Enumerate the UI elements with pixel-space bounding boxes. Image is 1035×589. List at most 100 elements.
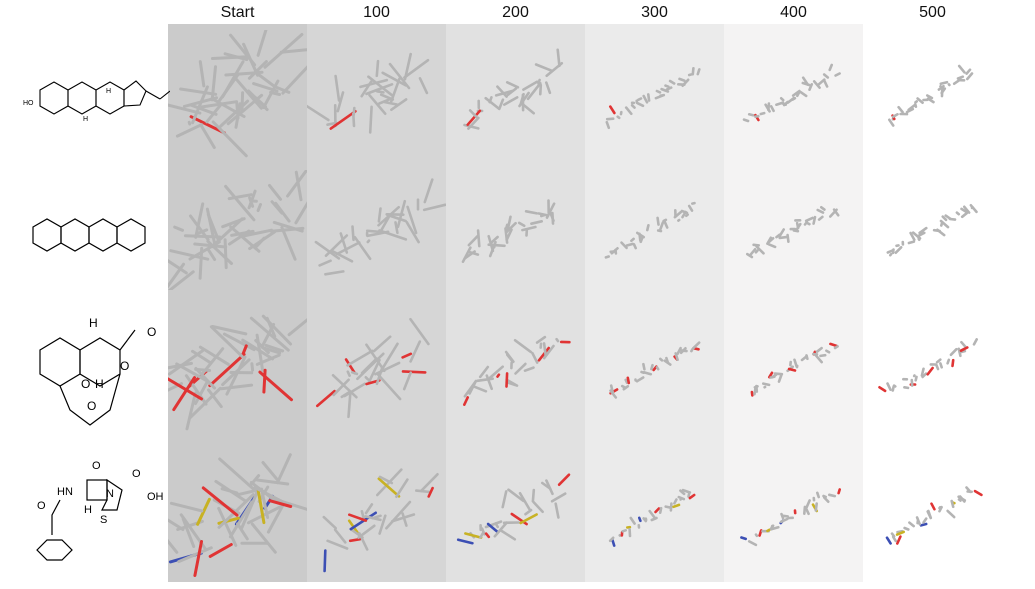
bond-stick <box>878 386 887 393</box>
bond-stick <box>674 352 679 362</box>
bond-stick <box>377 207 382 223</box>
atom-label-hn: HN <box>57 486 73 498</box>
bond-stick <box>464 532 483 539</box>
bond-stick <box>608 105 616 115</box>
bond-stick <box>957 498 962 502</box>
bond-stick <box>207 388 223 409</box>
bond-stick <box>611 538 616 547</box>
bond-stick <box>247 60 268 80</box>
bond-stick <box>168 361 193 370</box>
bond-stick <box>909 231 916 241</box>
bond-stick <box>935 363 940 371</box>
bond-stick <box>211 325 248 336</box>
bond-stick <box>907 240 916 245</box>
bond-stick <box>206 248 217 261</box>
bond-stick <box>250 362 255 372</box>
bond-stick <box>201 486 239 517</box>
bond-stick <box>677 218 681 222</box>
bond-stick <box>922 517 928 524</box>
bond-stick <box>217 493 255 529</box>
bond-stick <box>812 80 821 90</box>
bond-stick <box>427 486 434 498</box>
column-bg-300 <box>585 24 724 582</box>
bond-stick <box>815 346 823 354</box>
bond-stick <box>479 530 485 539</box>
bond-stick <box>965 68 972 75</box>
bond-stick <box>336 91 345 113</box>
bond-stick <box>939 219 950 229</box>
bond-stick <box>822 79 829 88</box>
bond-stick <box>604 255 611 259</box>
bond-stick <box>497 98 505 111</box>
bond-stick <box>517 221 526 228</box>
bond-stick <box>476 229 481 248</box>
bond-stick <box>555 337 560 343</box>
conformer-row3-col3 <box>462 335 571 406</box>
bond-stick <box>217 506 238 547</box>
bond-stick <box>193 242 228 249</box>
bond-stick <box>375 59 380 78</box>
bond-stick <box>908 521 916 528</box>
bond-stick <box>819 353 827 358</box>
bond-stick <box>486 522 500 534</box>
atom-label-o-top: O <box>92 460 101 472</box>
bond-stick <box>911 231 922 240</box>
bond-stick <box>668 79 676 85</box>
bond-stick <box>531 351 539 364</box>
bond-stick <box>249 316 290 352</box>
bond-stick <box>478 365 490 379</box>
bond-stick <box>409 340 422 363</box>
bond-stick <box>957 347 962 358</box>
bond-stick <box>939 362 943 369</box>
bond-stick <box>239 228 273 238</box>
bond-stick <box>681 488 692 494</box>
bond-stick <box>518 491 531 511</box>
bond-stick <box>415 489 432 494</box>
bond-stick <box>375 89 385 94</box>
column-header-200: 200 <box>502 4 529 21</box>
bond-stick <box>642 517 648 523</box>
bond-stick <box>229 33 257 67</box>
bond-stick <box>403 58 430 79</box>
bond-stick <box>556 48 561 68</box>
conformer-row4-col4 <box>608 488 696 547</box>
bond-stick <box>422 203 446 212</box>
bond-stick <box>635 376 645 383</box>
bond-stick <box>175 123 204 138</box>
column-header-400: 400 <box>780 4 807 21</box>
bond-stick <box>610 247 619 255</box>
bond-stick <box>806 222 811 226</box>
atom-label-h2: H <box>83 116 88 123</box>
bond-stick <box>837 488 841 495</box>
bond-stick <box>887 118 895 127</box>
bond-stick <box>505 372 509 388</box>
conformer-row1-col5 <box>742 63 841 123</box>
bond-stick <box>390 77 401 103</box>
bond-stick <box>673 498 678 505</box>
bond-stick <box>808 82 814 92</box>
bond-stick <box>676 346 682 355</box>
bond-stick <box>521 225 537 232</box>
bond-stick <box>366 239 371 244</box>
bond-stick <box>891 113 899 118</box>
bond-stick <box>253 486 292 508</box>
bond-stick <box>247 189 257 210</box>
bond-stick <box>294 170 303 202</box>
bond-stick <box>264 343 285 353</box>
bond-stick <box>168 518 185 531</box>
bond-stick <box>769 525 780 531</box>
bond-stick <box>531 488 536 503</box>
bond-stick <box>467 235 479 247</box>
bond-stick <box>256 203 262 213</box>
bond-stick <box>324 270 345 276</box>
bond-stick <box>758 529 763 537</box>
bond-stick <box>825 349 831 354</box>
bond-stick <box>324 234 349 257</box>
bond-stick <box>405 221 420 244</box>
bond-stick <box>960 340 968 349</box>
bond-stick <box>496 85 508 98</box>
bond-stick <box>332 378 350 397</box>
bond-stick <box>200 347 225 377</box>
conformer-row4-col1 <box>168 453 307 577</box>
bond-stick <box>335 241 361 256</box>
